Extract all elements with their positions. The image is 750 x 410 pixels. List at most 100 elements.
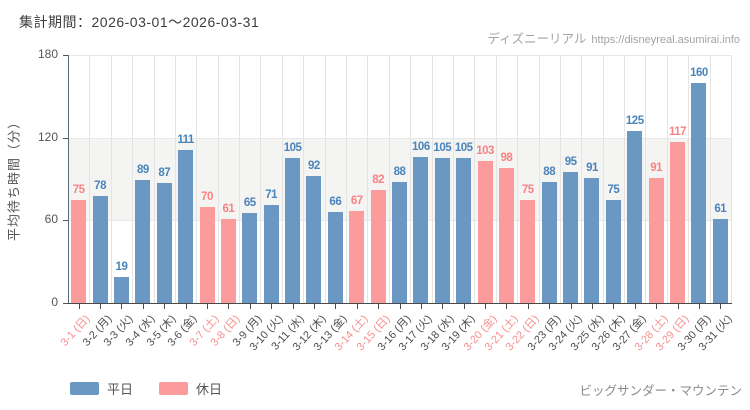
gridline-vertical <box>281 55 283 303</box>
bar-value-label: 88 <box>543 165 556 178</box>
bar-value-label: 19 <box>115 260 128 273</box>
bar-value-label: 70 <box>201 190 213 203</box>
y-tick-label: 60 <box>44 212 58 227</box>
gridline-vertical <box>688 55 690 303</box>
x-axis-tick <box>591 304 593 309</box>
x-axis-tick <box>142 304 144 309</box>
bar <box>670 141 686 303</box>
bar <box>413 156 429 303</box>
y-axis-tick <box>63 303 68 304</box>
x-axis-tick <box>698 304 700 309</box>
bar <box>156 183 172 303</box>
bar <box>135 180 151 303</box>
bar-value-label: 66 <box>329 196 342 209</box>
bar <box>306 176 322 303</box>
x-axis-tick <box>506 304 508 309</box>
legend-swatch-weekday <box>70 382 99 395</box>
bar-value-label: 125 <box>625 114 644 127</box>
bar <box>605 199 621 303</box>
x-axis-tick <box>549 304 551 309</box>
gridline-vertical <box>388 55 390 303</box>
legend-swatch-holiday <box>159 382 189 395</box>
bar-value-label: 105 <box>283 142 302 155</box>
gridline-vertical <box>731 55 732 303</box>
gridline-vertical <box>602 55 604 303</box>
legend-label-weekday: 平日 <box>107 382 134 397</box>
bar <box>691 82 707 303</box>
gridline-vertical <box>303 55 305 303</box>
x-axis-tick <box>121 304 123 309</box>
bar <box>563 172 579 303</box>
x-axis-tick <box>485 304 487 309</box>
gridline-horizontal <box>68 55 731 56</box>
bar <box>456 158 472 303</box>
gridline-vertical <box>217 55 219 303</box>
gridline-vertical <box>538 55 540 303</box>
x-axis-tick <box>228 304 230 309</box>
bar <box>263 205 279 303</box>
gridline-vertical <box>517 55 519 303</box>
bar-value-label: 98 <box>500 151 513 164</box>
bar-value-label: 75 <box>72 183 85 196</box>
bar <box>648 177 664 303</box>
bar <box>113 276 129 303</box>
bar <box>92 195 108 303</box>
bar <box>242 213 258 303</box>
bar <box>178 150 194 303</box>
x-axis-tick <box>527 304 529 309</box>
legend-item-weekday[interactable]: 平日 <box>70 379 133 398</box>
period-label: 集計期間：2026-03-01～2026-03-31 <box>19 14 260 30</box>
gridline-vertical <box>324 55 326 303</box>
gridline-vertical <box>624 55 626 303</box>
gridline-vertical <box>174 55 176 303</box>
x-axis-tick <box>378 304 380 309</box>
gridline-vertical <box>581 55 583 303</box>
bar-value-label: 103 <box>476 145 494 158</box>
y-tick-label: 120 <box>37 129 58 144</box>
site-name: ディズニーリアル <box>487 32 587 46</box>
gridline-vertical <box>346 55 348 303</box>
x-axis-line <box>68 303 732 304</box>
gridline-vertical <box>495 55 497 303</box>
bar <box>541 181 557 303</box>
bar-value-label: 91 <box>586 161 598 174</box>
legend-item-holiday[interactable]: 休日 <box>159 379 222 398</box>
gridline-vertical <box>89 55 91 303</box>
legend: 平日 休日 <box>70 379 222 398</box>
bar <box>520 199 536 303</box>
x-axis-tick <box>271 304 273 309</box>
gridline-vertical <box>367 55 369 303</box>
bar <box>220 218 236 303</box>
y-tick-label: 0 <box>51 295 58 309</box>
gridline-vertical <box>410 55 412 303</box>
gridline-vertical <box>559 55 561 303</box>
bar <box>498 167 514 303</box>
bar-value-label: 89 <box>136 164 149 177</box>
y-tick-label: 180 <box>37 47 58 61</box>
bar-value-label: 67 <box>350 194 363 207</box>
y-axis-tick <box>63 220 68 222</box>
bar <box>392 181 407 303</box>
bar-value-label: 71 <box>265 189 278 202</box>
bar-value-label: 75 <box>607 183 620 196</box>
gridline-vertical <box>452 55 454 303</box>
gridline-vertical <box>260 55 262 303</box>
gridline-vertical <box>666 55 668 303</box>
x-axis-tick <box>313 304 315 309</box>
bar <box>327 212 343 303</box>
bar-value-label: 87 <box>158 167 171 180</box>
bar-value-label: 111 <box>177 134 194 147</box>
bar-value-label: 117 <box>669 125 687 138</box>
bar-value-label: 106 <box>412 140 430 153</box>
bar <box>199 206 215 303</box>
bar-value-label: 92 <box>308 160 320 173</box>
site-url-link[interactable]: https://disneyreal.asumirai.info <box>591 34 740 46</box>
bar-value-label: 61 <box>222 202 235 215</box>
x-axis-tick <box>442 304 444 309</box>
bar-value-label: 160 <box>690 66 708 79</box>
x-axis-tick <box>207 304 209 309</box>
y-axis-tick <box>63 55 68 56</box>
gridline-vertical <box>110 55 112 303</box>
